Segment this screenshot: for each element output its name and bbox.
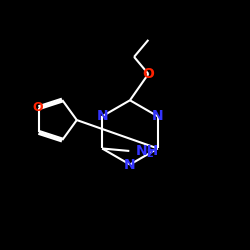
Text: N: N [96, 109, 108, 123]
Text: N: N [124, 158, 136, 172]
Text: O: O [32, 101, 43, 114]
Text: NH: NH [136, 144, 159, 158]
Text: N: N [152, 109, 164, 123]
Text: O: O [142, 67, 154, 81]
Text: 2: 2 [146, 149, 152, 159]
